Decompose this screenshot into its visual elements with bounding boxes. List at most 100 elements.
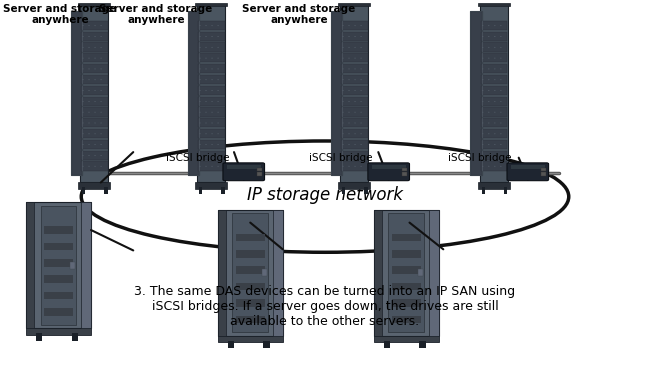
Circle shape [200,47,201,48]
Circle shape [494,36,495,37]
Circle shape [200,90,201,91]
Circle shape [343,122,344,124]
Bar [364,187,367,194]
Circle shape [343,25,344,26]
Bar [71,11,82,175]
Bar [81,151,107,160]
Circle shape [88,122,90,124]
Bar [81,161,107,171]
Bar [198,140,224,149]
Circle shape [343,144,344,145]
Circle shape [348,47,350,48]
Circle shape [100,90,102,91]
Bar [81,140,107,149]
Bar [44,259,73,266]
Bar [481,21,507,30]
Circle shape [488,47,489,48]
Bar [504,187,507,194]
Bar [481,75,507,84]
Bar [338,182,370,189]
Circle shape [94,36,96,37]
Circle shape [83,166,84,167]
Circle shape [343,101,344,102]
Circle shape [200,25,201,26]
Circle shape [500,79,502,80]
Bar [261,269,266,276]
Bar [80,4,109,182]
Bar [392,234,421,241]
Text: iSCSI bridge: iSCSI bridge [448,153,512,162]
Circle shape [494,144,495,145]
Circle shape [343,58,344,59]
Circle shape [100,155,102,156]
Bar [44,243,73,250]
Text: 3. The same DAS devices can be turned into an IP SAN using
iSCSI bridges. If a s: 3. The same DAS devices can be turned in… [135,285,515,328]
Circle shape [217,58,219,59]
Circle shape [500,47,502,48]
Circle shape [354,58,356,59]
Text: IP storage network: IP storage network [247,186,403,204]
Circle shape [354,36,356,37]
Bar [471,11,482,175]
Circle shape [100,36,102,37]
Bar [402,172,407,176]
FancyBboxPatch shape [223,163,265,181]
Circle shape [494,58,495,59]
Circle shape [488,122,489,124]
Bar [233,213,268,332]
Circle shape [360,90,362,91]
Circle shape [100,58,102,59]
Bar [78,3,111,6]
Bar [26,202,91,328]
Bar [81,118,107,127]
Bar [82,187,85,194]
Bar [44,226,73,234]
Circle shape [500,58,502,59]
Circle shape [354,155,356,156]
Circle shape [83,90,84,91]
Bar [341,118,367,127]
Circle shape [100,47,102,48]
Bar [198,129,224,138]
Circle shape [94,58,96,59]
Circle shape [343,36,344,37]
Bar [481,53,507,62]
Bar [342,187,345,194]
Circle shape [217,101,219,102]
Circle shape [217,155,219,156]
Circle shape [211,36,213,37]
Bar [481,42,507,52]
Bar [331,11,342,175]
Bar [199,187,202,194]
Circle shape [83,144,84,145]
Circle shape [488,36,489,37]
Circle shape [205,144,207,145]
Circle shape [100,144,102,145]
Bar [71,11,82,175]
Circle shape [488,58,489,59]
Bar [341,53,367,62]
Circle shape [488,144,489,145]
Circle shape [500,155,502,156]
Circle shape [482,166,484,167]
Bar [81,96,107,106]
Circle shape [360,122,362,124]
Circle shape [354,90,356,91]
Bar [341,86,367,95]
Circle shape [354,25,356,26]
Circle shape [83,25,84,26]
Circle shape [500,144,502,145]
Bar [198,151,224,160]
Circle shape [211,79,213,80]
Bar [341,96,367,106]
Bar [44,308,73,316]
Bar [26,328,91,335]
Circle shape [488,101,489,102]
Circle shape [217,47,219,48]
Circle shape [482,101,484,102]
Bar [341,129,367,138]
Circle shape [360,36,362,37]
Circle shape [83,155,84,156]
Circle shape [343,166,344,167]
Bar [81,53,107,62]
